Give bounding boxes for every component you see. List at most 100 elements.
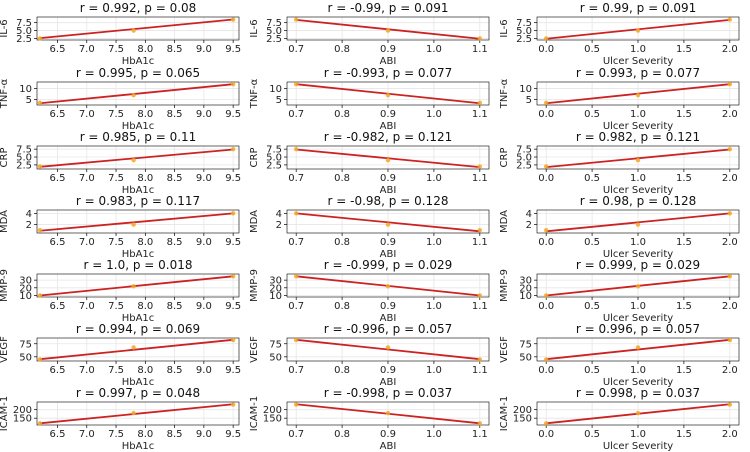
data-point	[727, 81, 733, 87]
data-point	[635, 28, 641, 33]
x-tick-label: 1.0	[426, 429, 442, 440]
x-tick-label: 6.5	[50, 429, 66, 440]
x-tick-label: 0.8	[334, 365, 350, 376]
data-point	[635, 222, 641, 227]
x-tick-label: 0.7	[288, 365, 304, 376]
y-tick-label: 5	[26, 95, 32, 106]
plot-frame	[36, 81, 240, 106]
subplot-title: r = 0.999, p = 0.029	[576, 258, 700, 272]
data-point	[635, 345, 641, 350]
x-axis-label: Ulcer Severity	[603, 313, 673, 324]
regression-line	[39, 338, 234, 361]
x-axis-label: ABI	[380, 56, 397, 67]
x-tick-label: 8.0	[137, 109, 153, 120]
x-tick-label: 6.5	[50, 173, 66, 184]
x-tick-label: 6.5	[50, 44, 66, 55]
y-tick-label: 2.5	[16, 34, 32, 45]
y-axis-label: CRP	[0, 148, 10, 168]
x-tick-label: 0.7	[288, 237, 304, 248]
x-tick-label: 7.0	[79, 237, 95, 248]
y-tick-label: 50	[519, 352, 532, 363]
x-tick-label: 6.5	[50, 237, 66, 248]
subplot-title: r = 1.0, p = 0.018	[84, 258, 193, 272]
x-tick-label: 9.5	[225, 365, 241, 376]
x-tick-label: 8.0	[137, 237, 153, 248]
x-axis-label: ABI	[380, 249, 397, 260]
x-tick-label: 9.0	[196, 365, 212, 376]
y-tick-label: 7.5	[16, 18, 32, 29]
x-tick-label: 1.5	[676, 173, 692, 184]
data-point	[131, 345, 136, 350]
data-point	[230, 211, 236, 216]
x-tick-label: 9.5	[225, 429, 241, 440]
x-tick-label: 2.0	[722, 237, 738, 248]
subplot-12: 0.0 0.5 1.0 1.5 2.0 24 r = 0.98, p = 0.128 Ulce…	[499, 194, 740, 260]
data-point	[37, 227, 43, 233]
data-point	[131, 28, 136, 33]
data-point	[543, 36, 549, 41]
y-tick-label: 5.0	[516, 26, 532, 37]
plot-frame	[36, 337, 240, 362]
x-tick-label: 2.0	[722, 109, 738, 120]
x-tick-label: 1.5	[676, 429, 692, 440]
x-tick-label: 0.0	[538, 173, 554, 184]
y-tick-label: 10	[519, 84, 532, 95]
x-tick-label: 9.0	[196, 44, 212, 55]
data-point	[543, 100, 549, 106]
x-tick-label: 0.0	[538, 237, 554, 248]
y-tick-label: 7.5	[266, 18, 282, 29]
x-tick-label: 0.9	[380, 365, 396, 376]
x-tick-label: 1.5	[676, 301, 692, 312]
x-axis-label: ABI	[380, 121, 397, 132]
x-tick-label: 9.0	[196, 301, 212, 312]
data-point	[385, 345, 391, 350]
subplot-title: r = 0.997, p = 0.048	[76, 386, 200, 400]
subplot-title: r = 0.982, p = 0.121	[576, 130, 700, 144]
subplot-title: r = 0.98, p = 0.128	[580, 194, 697, 208]
x-tick-label: 1.0	[426, 109, 442, 120]
x-tick-label: 8.5	[167, 173, 183, 184]
subplot-title: r = 0.985, p = 0.11	[80, 130, 197, 144]
data-point	[635, 410, 641, 416]
data-point	[727, 146, 733, 152]
y-tick-label: 2.5	[516, 34, 532, 45]
data-point	[131, 284, 136, 289]
x-tick-label: 1.1	[472, 44, 488, 55]
x-axis-label: HbA1c	[122, 441, 155, 452]
regression-line	[296, 212, 480, 233]
x-tick-label: 8.0	[137, 301, 153, 312]
y-tick-label: 75	[19, 339, 32, 350]
x-tick-label: 1.5	[676, 365, 692, 376]
x-axis-label: HbA1c	[122, 313, 155, 324]
subplot-8: 0.7 0.8 0.9 1.0 1.1 2.55.07.5 r = -0.982, p = …	[249, 130, 490, 196]
y-axis-label: IL-6	[0, 19, 10, 37]
y-axis-label: VEGF	[0, 336, 10, 363]
x-tick-label: 0.8	[334, 301, 350, 312]
regression-line	[546, 212, 730, 233]
data-point	[727, 402, 733, 407]
subplot-title: r = -0.982, p = 0.121	[324, 130, 453, 144]
x-tick-label: 1.5	[676, 44, 692, 55]
regression-line	[39, 83, 234, 105]
x-tick-label: 0.5	[584, 365, 600, 376]
x-tick-label: 1.1	[472, 109, 488, 120]
x-tick-label: 7.0	[79, 365, 95, 376]
y-tick-label: 20	[19, 283, 32, 294]
y-tick-label: 2	[26, 220, 32, 231]
x-tick-label: 6.5	[50, 109, 66, 120]
x-tick-label: 1.5	[676, 109, 692, 120]
x-tick-label: 1.1	[472, 237, 488, 248]
y-tick-label: 150	[263, 414, 282, 425]
y-tick-label: 200	[263, 405, 282, 416]
y-tick-label: 7.5	[266, 145, 282, 156]
x-tick-label: 2.0	[722, 429, 738, 440]
data-point	[293, 81, 299, 87]
x-tick-label: 0.9	[380, 301, 396, 312]
regression-line	[39, 212, 234, 232]
x-tick-label: 0.9	[380, 429, 396, 440]
subplot-title: r = 0.992, p = 0.08	[80, 1, 197, 15]
x-tick-label: 0.5	[584, 301, 600, 312]
regression-line	[39, 148, 234, 168]
plot-frame	[36, 401, 240, 426]
